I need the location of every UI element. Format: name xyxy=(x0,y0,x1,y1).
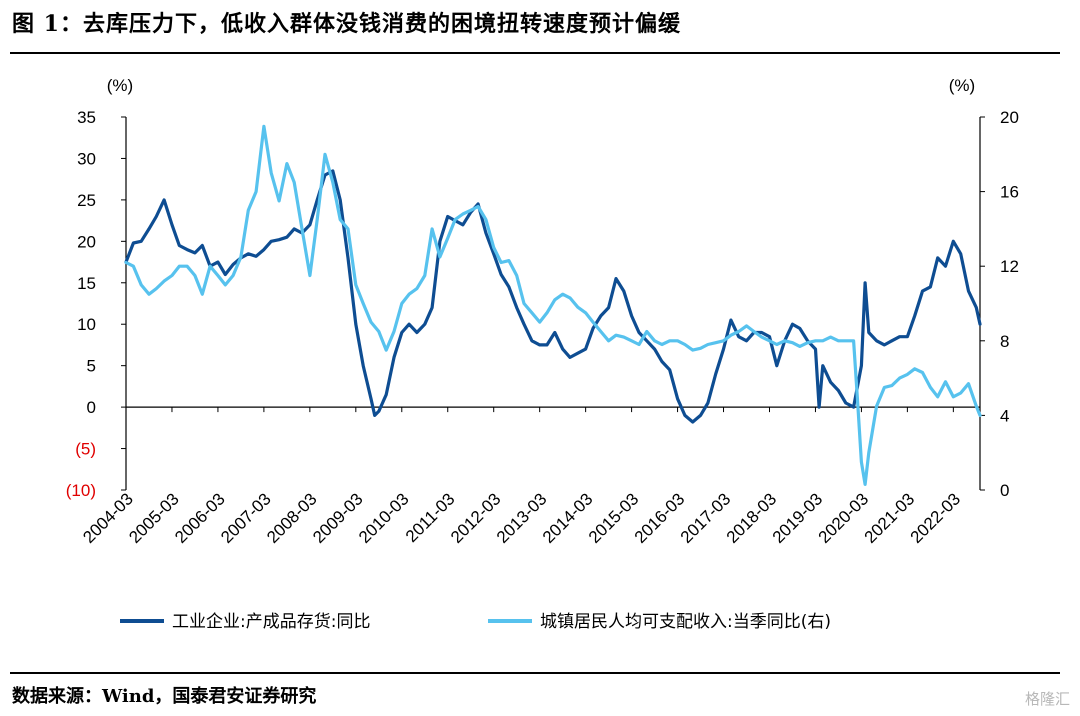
x-tick-label: 2022-03 xyxy=(907,489,965,547)
legend-label-1: 工业企业:产成品存货:同比 xyxy=(172,612,370,632)
left-tick-label: 30 xyxy=(77,149,96,168)
x-tick-label: 2006-03 xyxy=(171,489,229,547)
watermark: 格隆汇 xyxy=(1024,690,1070,708)
left-tick-label: 10 xyxy=(77,315,96,334)
left-tick-label: 20 xyxy=(77,232,96,251)
x-tick-label: 2020-03 xyxy=(815,489,873,547)
x-tick-label: 2007-03 xyxy=(217,489,275,547)
right-tick-label: 16 xyxy=(1000,183,1019,202)
right-tick-label: 4 xyxy=(1000,406,1009,425)
x-tick-label: 2017-03 xyxy=(677,489,735,547)
x-tick-label: 2016-03 xyxy=(631,489,689,547)
lines xyxy=(124,124,982,486)
right-unit-label: (%) xyxy=(949,76,975,95)
footer-rule xyxy=(10,672,1060,674)
left-tick-label: (5) xyxy=(75,440,96,459)
left-tick-label: 0 xyxy=(87,398,96,417)
chart-title: 图 1：去库压力下，低收入群体没钱消费的困境扭转速度预计偏缓 xyxy=(12,11,681,37)
x-tick-label: 2010-03 xyxy=(355,489,413,547)
x-tick-label: 2015-03 xyxy=(585,489,643,547)
legend: 工业企业:产成品存货:同比 城镇居民人均可支配收入:当季同比(右) xyxy=(120,612,831,632)
right-tick-label: 8 xyxy=(1000,332,1009,351)
left-unit-label: (%) xyxy=(107,76,133,95)
source-note: 数据来源：Wind，国泰君安证券研究 xyxy=(12,686,317,707)
left-tick-label: 15 xyxy=(77,274,96,293)
left-tick-label: 25 xyxy=(77,191,96,210)
right-tick-label: 12 xyxy=(1000,257,1019,276)
x-tick-label: 2014-03 xyxy=(539,489,597,547)
x-tick-label: 2008-03 xyxy=(263,489,321,547)
x-tick-label: 2019-03 xyxy=(769,489,827,547)
right-tick-label: 0 xyxy=(1000,481,1009,500)
x-tick-label: 2009-03 xyxy=(309,489,367,547)
x-tick-label: 2005-03 xyxy=(125,489,183,547)
left-tick-label: 35 xyxy=(77,108,96,127)
left-tick-label: (10) xyxy=(66,481,96,500)
series-line-2 xyxy=(124,124,982,486)
x-tick-label: 2021-03 xyxy=(861,489,919,547)
legend-label-2: 城镇居民人均可支配收入:当季同比(右) xyxy=(540,612,831,632)
x-tick-label: 2012-03 xyxy=(447,489,505,547)
series-line-1 xyxy=(124,169,982,424)
x-tick-label: 2018-03 xyxy=(723,489,781,547)
title-rule xyxy=(10,52,1060,54)
x-tick-label: 2013-03 xyxy=(493,489,551,547)
left-tick-label: 5 xyxy=(87,357,96,376)
axes: (%) (%)35302520151050(5)(10)2016128402004… xyxy=(66,76,1019,547)
right-tick-label: 20 xyxy=(1000,108,1019,127)
